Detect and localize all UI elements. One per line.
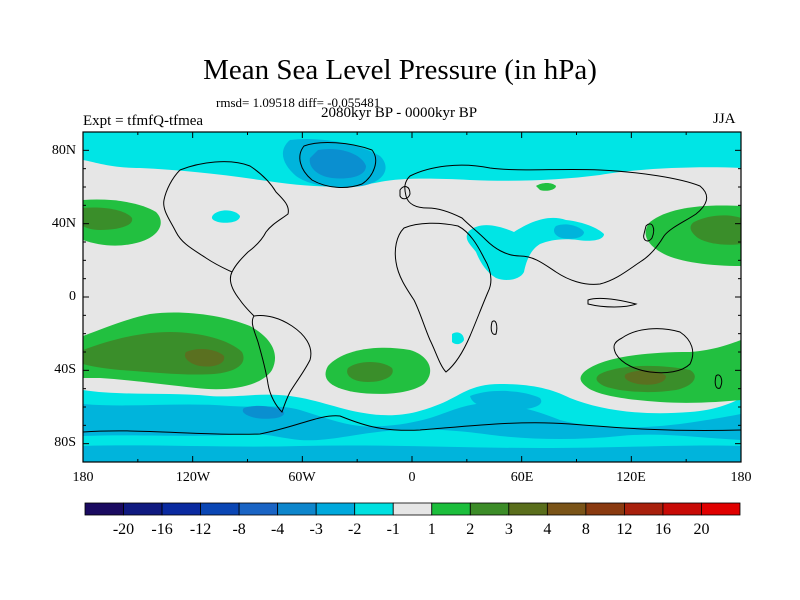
indonesia-coast <box>587 297 638 308</box>
south-atlantic-core-high <box>347 362 393 382</box>
rmsd-diff-stats: rmsd= 1.09518 diff= -0.055481 <box>216 95 381 110</box>
north-pacific-core-east <box>690 215 741 245</box>
colorbar-label: 16 <box>654 521 671 538</box>
indian-ocean-core-high <box>624 370 666 385</box>
axis-ticks <box>82 131 742 463</box>
colorbar-swatch <box>161 502 201 516</box>
colorbar-swatch <box>624 502 664 516</box>
colorbar-label: 12 <box>616 521 633 538</box>
colorbar-label: 20 <box>693 521 710 538</box>
africa-coast <box>394 222 492 373</box>
colorbar-swatch <box>469 502 510 516</box>
colorbar-label: 4 <box>543 521 552 538</box>
lon-label-180w: 180 <box>72 470 94 485</box>
colorbar-label: -4 <box>270 521 285 538</box>
period-label: 2080kyr BP - 0000kyr BP <box>321 105 478 121</box>
new-zealand-coast <box>714 374 723 389</box>
map-title: Mean Sea Level Pressure (in hPa) <box>203 54 597 86</box>
colorbar-label: -3 <box>309 521 323 538</box>
lat-label-80s: 80S <box>54 435 76 450</box>
atlantic-negative-patch <box>211 210 240 223</box>
north-pacific-core-west <box>83 207 133 230</box>
eurasia-coast <box>404 164 708 285</box>
colorbar-label: -2 <box>348 521 362 538</box>
antarctic-negative-strip <box>83 445 741 462</box>
africa-negative-patch <box>452 332 464 345</box>
colorbar-swatch <box>662 502 702 516</box>
colorbar-swatch <box>585 502 625 516</box>
madagascar-coast <box>490 320 498 335</box>
lat-label-40s: 40S <box>54 362 76 377</box>
coastlines <box>83 142 741 435</box>
colorbar-swatch <box>84 502 124 516</box>
colorbar-label: 2 <box>466 521 475 538</box>
colorbar-swatch <box>238 502 279 516</box>
colorbar-swatch <box>200 502 240 516</box>
asia-negative-core <box>554 224 584 239</box>
lon-label-60e: 60E <box>510 470 534 485</box>
lon-label-120w: 120W <box>175 470 211 485</box>
colorbar-label: 8 <box>581 521 590 538</box>
north-america-coast <box>163 161 289 317</box>
greenland-coast <box>299 142 377 188</box>
australia-coast <box>613 328 694 374</box>
lat-label-0: 0 <box>69 289 76 304</box>
siberia-positive-patch <box>536 183 556 191</box>
colorbar-swatch <box>431 502 471 516</box>
lon-label-0: 0 <box>408 470 416 485</box>
southern-strong-negative-core <box>242 405 285 419</box>
colorbar-label: 1 <box>427 521 436 538</box>
colorbar-swatch <box>508 502 548 516</box>
south-america-coast <box>251 315 312 413</box>
colorbar-label: 3 <box>504 521 513 538</box>
uk-coast <box>399 186 411 200</box>
arctic-negative-region <box>83 132 741 187</box>
japan-coast <box>643 223 655 242</box>
colorbar-label: -20 <box>112 521 135 538</box>
drake-negative-lobe <box>470 390 542 410</box>
colorbar-swatch <box>546 502 587 516</box>
colorbar-label: -16 <box>151 521 173 538</box>
antarctica-coast <box>83 415 741 435</box>
colorbar-swatch <box>354 502 394 516</box>
colorbar-swatch <box>277 502 317 516</box>
lat-label-40n: 40N <box>51 216 76 231</box>
colorbar-label: -1 <box>386 521 400 538</box>
colorbar-label: -12 <box>189 521 212 538</box>
colorbar-swatch <box>392 502 433 516</box>
colorbar-swatch <box>315 502 356 516</box>
season-label: JJA <box>713 111 736 127</box>
colorbar-swatch <box>701 502 741 516</box>
lon-label-180e: 180 <box>730 470 752 485</box>
colorbar-label: -8 <box>232 521 246 538</box>
pressure-field <box>83 132 741 462</box>
south-pacific-core-high <box>184 349 225 367</box>
lat-label-80n: 80N <box>51 143 76 158</box>
experiment-label: Expt = tfmfQ-tfmea <box>83 113 204 129</box>
colorbar <box>84 502 741 516</box>
colorbar-swatch <box>123 502 163 516</box>
greenland-strong-core <box>309 148 366 179</box>
lon-label-60w: 60W <box>288 470 316 485</box>
lon-label-120e: 120E <box>616 470 646 485</box>
